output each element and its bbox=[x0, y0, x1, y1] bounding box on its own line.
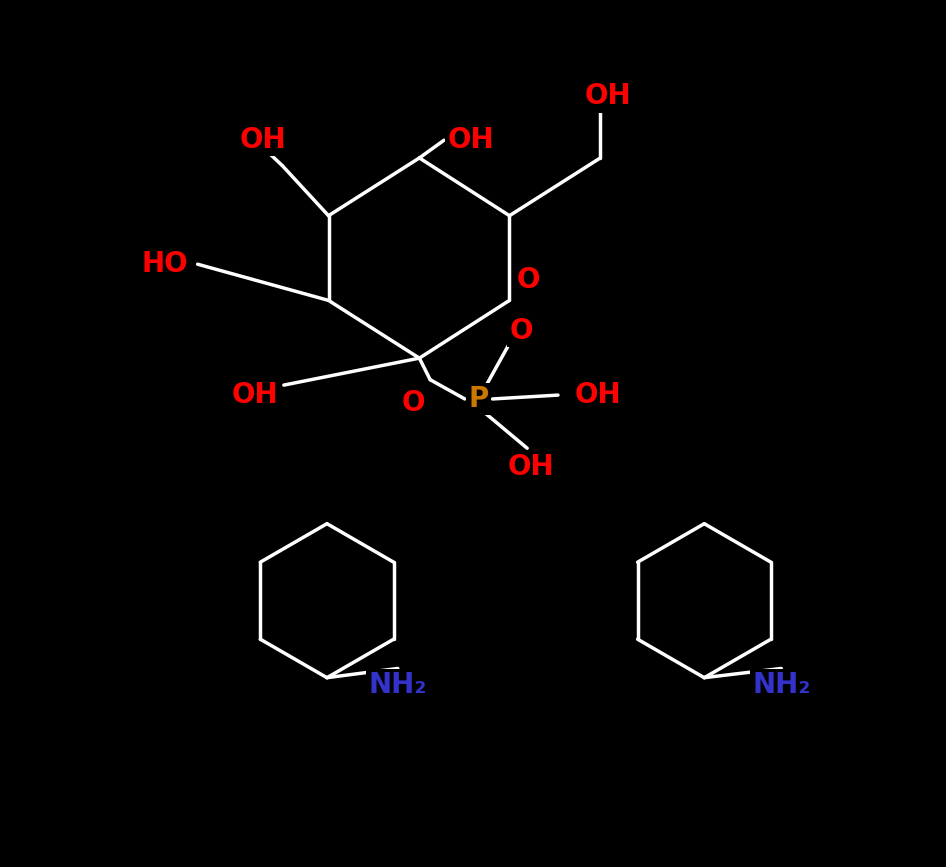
Text: O: O bbox=[401, 388, 425, 417]
Text: OH: OH bbox=[508, 453, 554, 481]
Text: P: P bbox=[468, 385, 489, 413]
Text: O: O bbox=[517, 265, 540, 294]
Text: OH: OH bbox=[447, 127, 494, 154]
Text: OH: OH bbox=[239, 127, 287, 154]
Text: OH: OH bbox=[232, 381, 279, 409]
Text: NH₂: NH₂ bbox=[369, 671, 427, 700]
Text: HO: HO bbox=[141, 251, 188, 278]
Text: OH: OH bbox=[575, 381, 622, 409]
Text: NH₂: NH₂ bbox=[752, 671, 811, 700]
Text: OH: OH bbox=[585, 82, 631, 110]
Text: O: O bbox=[509, 317, 533, 345]
